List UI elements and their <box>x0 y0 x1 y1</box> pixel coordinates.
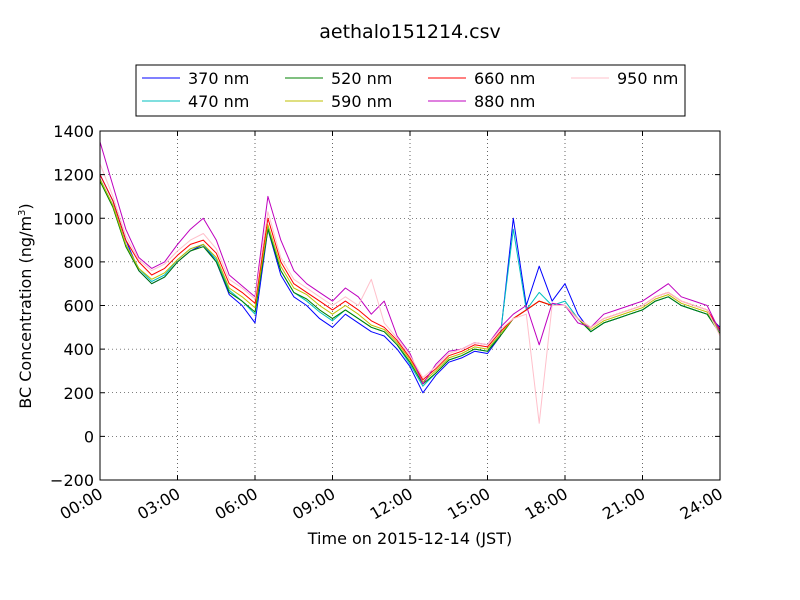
series-line-880-nm <box>100 141 720 385</box>
legend-box <box>135 64 686 117</box>
chart-title: aethalo151214.csv <box>319 21 501 43</box>
legend-label: 590 nm <box>331 92 392 111</box>
legend-label: 950 nm <box>617 69 678 88</box>
y-tick-label: 1400 <box>53 122 94 141</box>
y-tick-label: −200 <box>50 471 94 490</box>
legend: 370 nm 470 nm 520 nm 590 nm 660 nm 880 nm 950 … <box>135 64 686 117</box>
y-tick-label: 600 <box>63 297 94 316</box>
y-axis-label-end: ) <box>16 203 35 209</box>
series-line-520-nm <box>100 180 720 385</box>
x-axis-label: Time on 2015-12-14 (JST) <box>307 529 512 548</box>
y-tick-label: 200 <box>63 384 94 403</box>
y-tick-label: 800 <box>63 253 94 272</box>
legend-label: 470 nm <box>188 92 249 111</box>
y-axis-label-sup: 3 <box>17 210 28 216</box>
y-tick-label: 1000 <box>53 209 94 228</box>
series-line-590-nm <box>100 178 720 383</box>
series-line-950-nm <box>100 163 720 424</box>
legend-label: 660 nm <box>474 69 535 88</box>
legend-label: 520 nm <box>331 69 392 88</box>
y-axis-label-main: BC Concentration (ng/m <box>16 216 35 409</box>
series-group <box>100 141 720 424</box>
grid <box>100 131 720 480</box>
y-tick-label: 400 <box>63 340 94 359</box>
y-axis: −200 0 200 400 600 800 1000 1200 1400 <box>50 122 720 490</box>
y-tick-label: 0 <box>84 427 94 446</box>
y-tick-label: 1200 <box>53 166 94 185</box>
legend-label: 880 nm <box>474 92 535 111</box>
legend-label: 370 nm <box>188 69 249 88</box>
y-axis-label: BC Concentration (ng/m3) <box>16 203 35 408</box>
